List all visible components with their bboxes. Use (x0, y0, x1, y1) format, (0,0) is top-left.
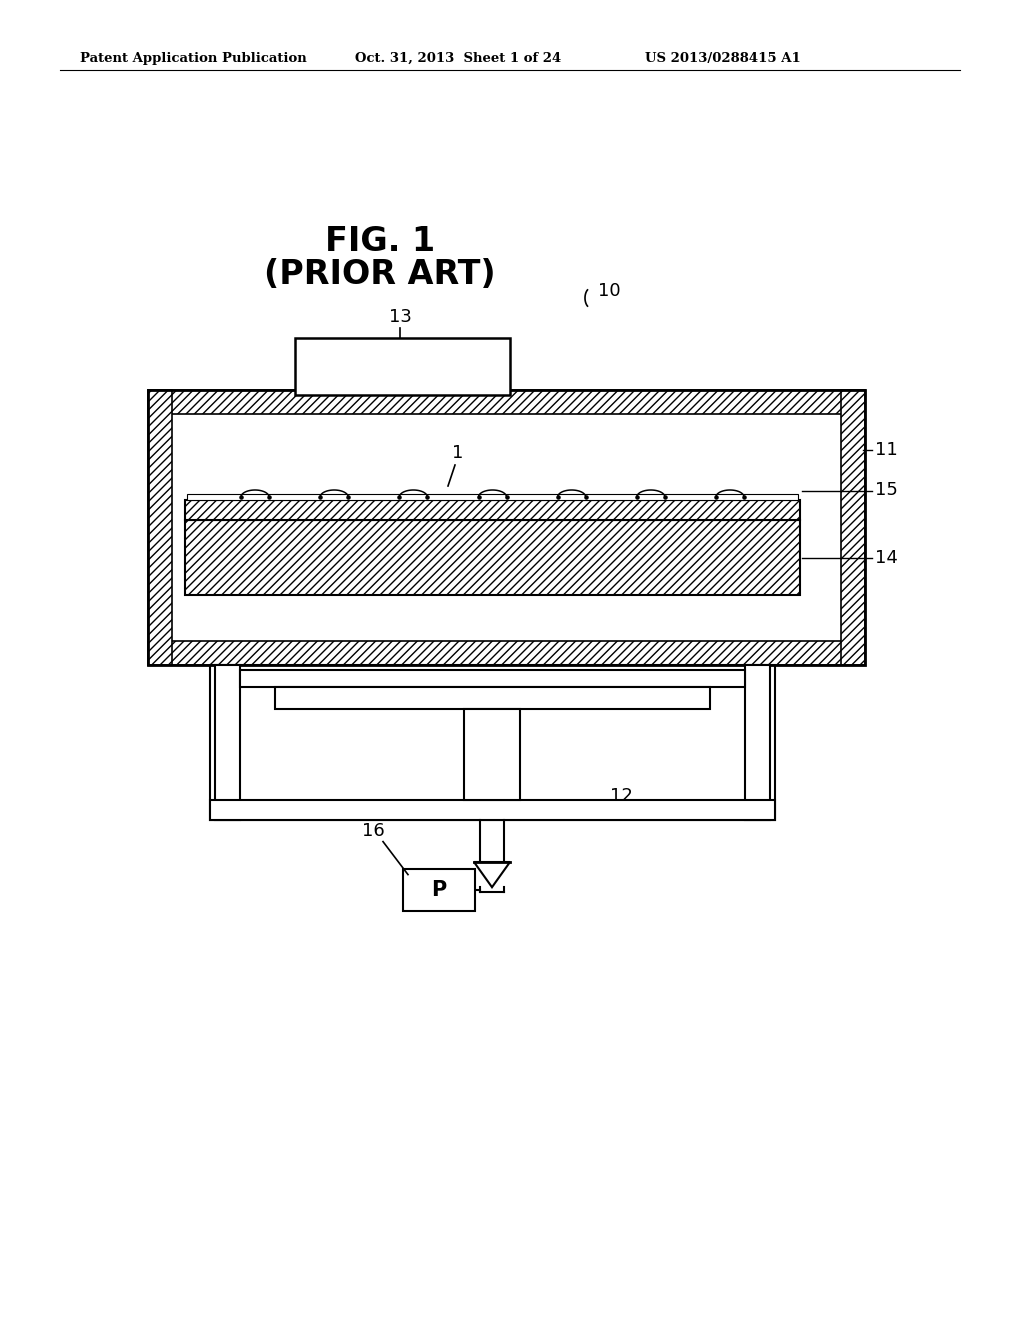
Text: P: P (431, 879, 446, 900)
Bar (464, 709, 520, 800)
Bar (187, 494, 798, 500)
Bar (148, 389, 172, 665)
Text: 10: 10 (598, 282, 621, 300)
Bar (403, 869, 475, 911)
Text: 12: 12 (610, 787, 633, 805)
Bar (745, 665, 770, 820)
Text: US 2013/0288415 A1: US 2013/0288415 A1 (645, 51, 801, 65)
Text: Patent Application Publication: Patent Application Publication (80, 51, 307, 65)
Polygon shape (474, 862, 510, 887)
Bar (210, 665, 775, 820)
Text: 15: 15 (874, 480, 898, 499)
Text: FIG. 1: FIG. 1 (325, 224, 435, 257)
Bar (240, 671, 745, 686)
Bar (185, 520, 800, 595)
Bar (215, 665, 240, 820)
Bar (148, 389, 865, 414)
Text: 13: 13 (388, 308, 412, 326)
Bar (841, 389, 865, 665)
Text: (PRIOR ART): (PRIOR ART) (264, 257, 496, 290)
Text: 1: 1 (452, 444, 464, 462)
Text: 16: 16 (361, 821, 384, 840)
Bar (148, 642, 865, 665)
Bar (295, 338, 510, 395)
Text: Oct. 31, 2013  Sheet 1 of 24: Oct. 31, 2013 Sheet 1 of 24 (355, 51, 561, 65)
Text: 11: 11 (874, 441, 898, 459)
Bar (275, 686, 710, 709)
Bar (185, 500, 800, 520)
Bar (172, 414, 841, 642)
Bar (210, 800, 775, 820)
Bar (148, 389, 865, 665)
Text: 14: 14 (874, 549, 898, 568)
